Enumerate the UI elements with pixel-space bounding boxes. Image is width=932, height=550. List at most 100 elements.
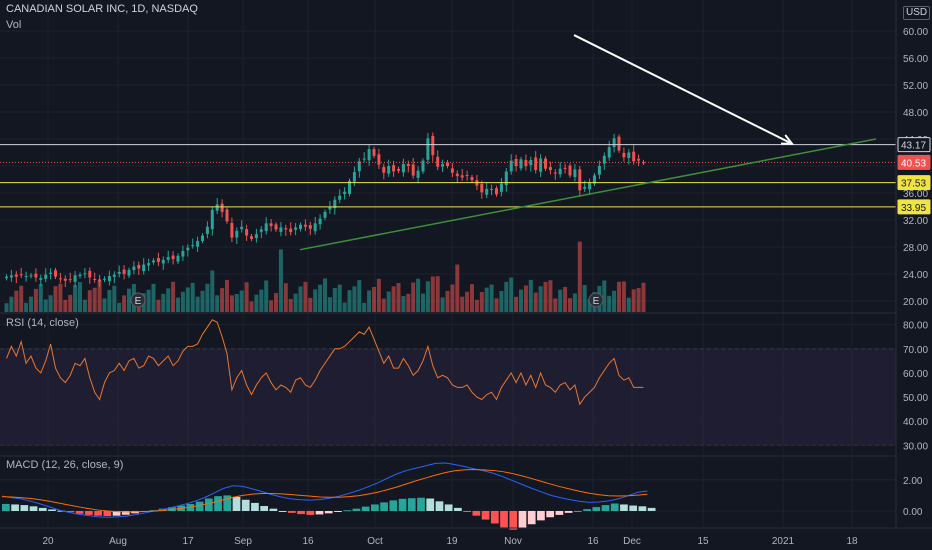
macd-histogram-bar (537, 511, 545, 521)
macd-histogram-bar (48, 509, 56, 511)
volume-bar (342, 302, 347, 312)
candle-body (318, 218, 322, 225)
macd-histogram-bar (121, 511, 130, 515)
volume-bar (33, 288, 38, 312)
horizontal-lines (0, 144, 896, 208)
volume-bar (391, 286, 396, 312)
candle-body (19, 274, 23, 276)
volume-bar (572, 293, 577, 312)
currency-label: USD (906, 7, 928, 18)
candle-body (161, 259, 165, 264)
price-tick-label: 28.00 (903, 243, 928, 254)
volume-bar (631, 289, 636, 312)
currency-badge[interactable]: USD (903, 6, 931, 20)
macd-histogram-bar (324, 511, 333, 514)
price-label-text: 40.53 (901, 158, 926, 169)
price-label-text: 37.53 (901, 179, 926, 190)
candle-body (58, 278, 62, 280)
earnings-marker-label: E (593, 296, 600, 307)
macd-legend[interactable]: MACD (12, 26, close, 9) (6, 459, 123, 471)
volume-bar (396, 282, 401, 312)
volume-bar (337, 284, 342, 312)
volume-bar (308, 297, 313, 312)
trendline (299, 138, 877, 251)
macd-line (1, 462, 648, 518)
volume-bar (421, 293, 425, 312)
candle-body (156, 258, 160, 262)
price-tick-label: 32.00 (903, 216, 928, 227)
volume-bar (323, 278, 327, 312)
candle-body (78, 274, 82, 277)
macd-histogram-bar (352, 508, 361, 511)
volume-bar (205, 283, 210, 312)
volume-series (4, 241, 646, 312)
volume-legend[interactable]: Vol (6, 19, 21, 31)
candle-body (313, 223, 317, 232)
volume-bar (553, 298, 558, 312)
candle-body (93, 278, 97, 280)
candle-body (568, 165, 572, 176)
candle-body (406, 163, 410, 166)
volume-bar (401, 296, 406, 312)
candle-body (544, 158, 547, 169)
volume-bar (249, 301, 254, 312)
candle-body (455, 173, 459, 177)
volume-bar (298, 286, 303, 312)
volume-bar (362, 302, 367, 312)
candle-body (357, 161, 361, 172)
volume-bar (474, 299, 479, 312)
candle-body (602, 155, 606, 164)
rsi-legend[interactable]: RSI (14, close) (6, 317, 79, 329)
candle-body (524, 160, 528, 166)
volume-bar (264, 280, 269, 312)
volume-bar (48, 295, 53, 312)
macd-histogram-bar (195, 501, 204, 511)
candle-body (612, 138, 616, 148)
earnings-marker: E (588, 292, 604, 308)
candle-body (117, 271, 121, 274)
macd-histogram-bar (500, 511, 508, 528)
candle-body (529, 159, 533, 166)
candle-body (382, 167, 386, 173)
volume-bar (607, 295, 612, 312)
volume-bar (107, 289, 112, 312)
candle-body (573, 169, 577, 178)
candle-body (191, 244, 195, 246)
volume-bar (626, 297, 631, 312)
candle-body (284, 228, 288, 230)
drawings (299, 34, 877, 251)
volume-bar (479, 292, 484, 312)
signal-line (1, 469, 648, 513)
time-tick-label: Sep (234, 536, 252, 547)
macd-histogram-bar (223, 495, 232, 511)
volume-bar (9, 296, 14, 312)
candle-body (112, 274, 116, 277)
candle-body (279, 227, 283, 232)
macd-histogram-bar (343, 510, 352, 512)
earnings-marker-label: E (135, 296, 142, 307)
symbol-legend[interactable]: CANADIAN SOLAR INC, 1D, NASDAQ (6, 3, 198, 15)
macd-histogram-bar (241, 499, 250, 511)
volume-bar (82, 299, 87, 312)
volume-bar (225, 279, 229, 312)
volume-bar (229, 295, 234, 312)
candle-body (499, 183, 503, 192)
volume-bar (92, 287, 97, 312)
volume-bar (406, 293, 411, 312)
candle-body (328, 206, 332, 210)
volume-bar (577, 241, 582, 312)
volume-bar (38, 283, 43, 312)
price-tick-label: 48.00 (903, 108, 928, 119)
macd-panel (0, 462, 896, 530)
volume-bar (24, 302, 29, 312)
candle-body (441, 163, 445, 167)
volume-bar (176, 297, 180, 312)
candle-body (196, 240, 200, 247)
macd-histogram-bar (573, 511, 582, 512)
candle-body (436, 156, 440, 167)
price-tick-label: 24.00 (903, 270, 928, 281)
volume-bar (19, 285, 24, 312)
macd-histogram-bar (29, 506, 38, 511)
